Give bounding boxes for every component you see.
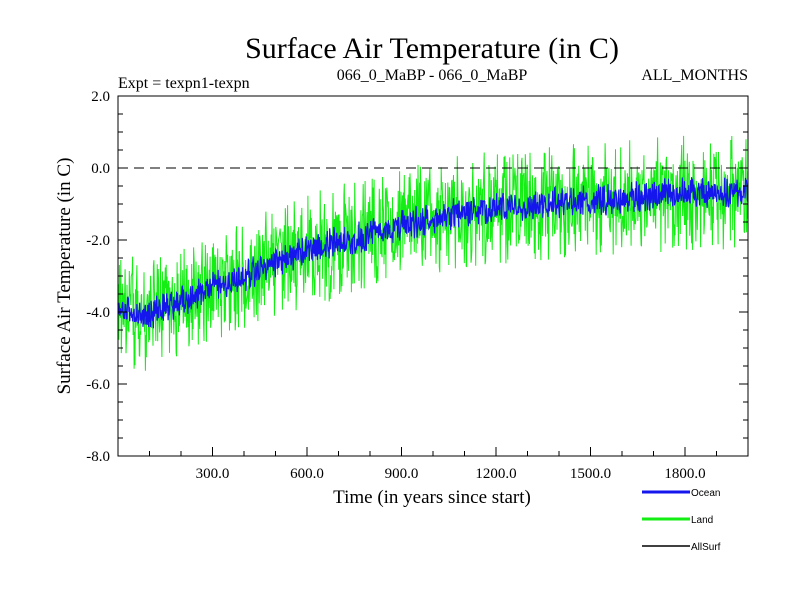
legend-label-ocean: Ocean [691, 488, 720, 499]
legend-label-allsurf: AllSurf [691, 542, 721, 553]
y-tick-label: -4.0 [86, 305, 110, 321]
x-tick-label: 1200.0 [475, 466, 516, 482]
legend: Ocean Land AllSurf [642, 488, 721, 553]
y-tick-label: -2.0 [86, 233, 110, 249]
x-tick-label: 1500.0 [570, 466, 611, 482]
ticks-layer: 300.0 600.0 900.0 1200.0 1500.0 1800.0 2.0 0.0 -… [86, 89, 749, 482]
subtitle-run: 066_0_MaBP - 066_0_MaBP [337, 67, 528, 84]
y-tick-label: -6.0 [86, 377, 110, 393]
series-line-land [117, 135, 749, 371]
y-tick-label: -8.0 [86, 449, 110, 465]
y-tick-label: 2.0 [91, 89, 110, 105]
series-line-ocean [117, 177, 749, 329]
x-tick-label: 300.0 [196, 466, 230, 482]
x-tick-label: 900.0 [385, 466, 419, 482]
y-tick-label: 0.0 [91, 161, 110, 177]
subtitle-months: ALL_MONTHS [641, 67, 748, 84]
x-tick-label: 1800.0 [664, 466, 705, 482]
x-tick-label: 600.0 [290, 466, 324, 482]
y-axis-label: Surface Air Temperature (in C) [54, 158, 75, 395]
series-layer [117, 135, 749, 371]
x-axis-label: Time (in years since start) [333, 487, 531, 508]
legend-label-land: Land [691, 515, 713, 526]
chart-title: Surface Air Temperature (in C) [245, 32, 619, 65]
subtitle-experiment: Expt = texpn1-texpn [118, 75, 250, 92]
